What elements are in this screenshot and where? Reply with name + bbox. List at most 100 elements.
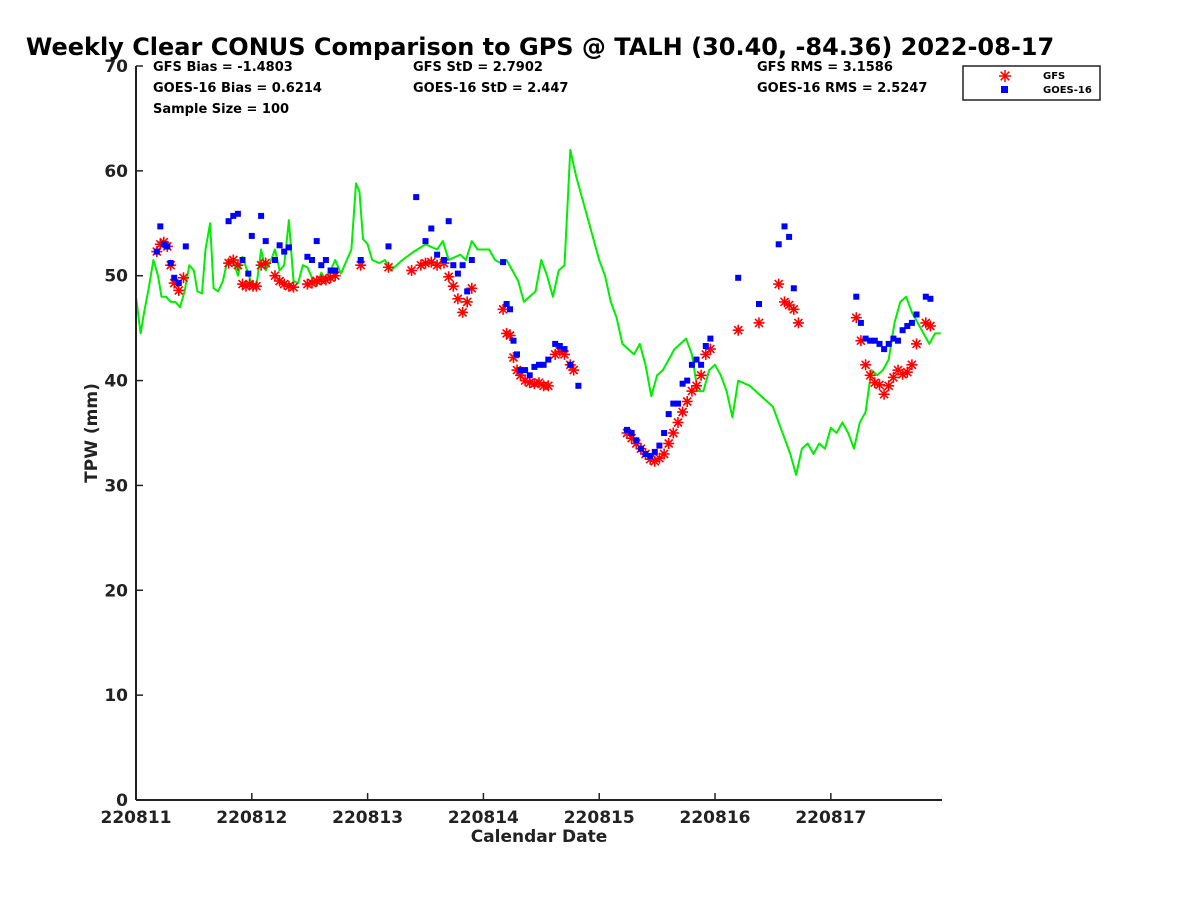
goes16-point (628, 430, 635, 436)
gfs-point (773, 278, 785, 290)
goes16-point (262, 238, 269, 245)
gfs-point (452, 293, 464, 305)
goes16-point (927, 295, 934, 302)
goes16-point (175, 280, 182, 287)
goes16-point (413, 194, 420, 201)
y-tick-label: 30 (104, 476, 128, 496)
gfs-point (732, 324, 744, 336)
x-tick-label: 220811 (101, 808, 172, 828)
x-axis-label: Calendar Date (471, 827, 608, 847)
goes16-point (304, 253, 311, 260)
goes16-point (899, 327, 906, 334)
goes16-point (647, 453, 654, 460)
goes16-point (258, 212, 265, 219)
goes16-point (160, 241, 167, 248)
x-tick-label: 220817 (795, 808, 866, 828)
plot-area (135, 148, 941, 476)
goes16-point (904, 323, 911, 329)
goes16-point (661, 430, 668, 436)
gfs-point (173, 284, 185, 296)
goes16-point (322, 257, 329, 263)
legend-gfs-marker (999, 70, 1011, 82)
legend: GFS GOES-16 (962, 65, 1101, 101)
goes16-point (670, 400, 677, 407)
goes16-point (922, 293, 929, 300)
goes16-point (164, 243, 171, 250)
goes16-point (153, 248, 160, 255)
y-tick-label: 0 (116, 791, 128, 811)
gfs-point (658, 448, 670, 460)
goes16-point (633, 437, 640, 444)
goes16-point (468, 257, 475, 263)
goes16-point (464, 288, 471, 295)
goes16-point (637, 445, 644, 452)
gfs-point (878, 388, 890, 400)
goes16-point (908, 319, 915, 326)
chart-title: Weekly Clear CONUS Comparison to GPS @ T… (26, 33, 1054, 61)
gfs-point (864, 369, 876, 381)
goes16-point (500, 259, 507, 266)
goes16-point (441, 257, 447, 263)
goes16-point (313, 238, 320, 245)
goes16-point (234, 210, 241, 217)
goes16-point (422, 238, 429, 245)
goes16-point (642, 451, 649, 457)
goes16-point (561, 346, 568, 353)
goes16-point (434, 251, 441, 258)
goes16-point (790, 285, 797, 292)
goes16-point (913, 311, 920, 318)
stat-goes-rms: GOES-16 RMS = 2.5247 (757, 81, 927, 96)
y-tick-label: 60 (104, 162, 128, 182)
axes: 0 10 20 30 40 50 60 70 220811 220812 220813 220814… (82, 57, 942, 847)
gfs-point (887, 371, 899, 383)
gfs-point (695, 369, 707, 381)
goes16-point (698, 361, 705, 368)
goes16-point (675, 400, 681, 407)
gfs-point (860, 359, 872, 371)
x-tick-label: 220813 (332, 808, 403, 828)
gfs-point (691, 380, 702, 392)
gfs-point (883, 380, 895, 392)
goes16-point (357, 257, 364, 263)
goes16-point (167, 260, 174, 267)
x-tick-label: 220814 (448, 808, 519, 828)
goes16-point (775, 241, 782, 248)
gfs-point (568, 364, 580, 376)
goes16-point (385, 243, 392, 250)
y-tick-label: 40 (104, 372, 128, 392)
goes16-point (552, 340, 559, 347)
goes16-point (575, 382, 582, 389)
goes16-point (182, 243, 189, 250)
y-axis-ticks: 0 10 20 30 40 50 60 70 (104, 57, 143, 811)
goes16-point (276, 242, 283, 249)
goes16-point (693, 356, 700, 363)
gfs-point (901, 366, 913, 378)
goes16-point (171, 274, 178, 281)
goes16-point (545, 356, 552, 363)
gfs-point (663, 438, 675, 449)
goes16-point (526, 372, 533, 379)
goes16-series-layer (153, 194, 934, 460)
goes16-point (309, 257, 315, 263)
y-axis-label: TPW (mm) (82, 383, 102, 483)
goes16-point (281, 248, 288, 255)
x-tick-label: 220812 (216, 808, 287, 828)
gfs-point (704, 343, 716, 355)
gfs-point (542, 380, 554, 392)
gfs-point (677, 406, 689, 418)
y-tick-label: 70 (104, 57, 128, 77)
x-axis-ticks: 220811 220812 220813 220814 220815 220816 2208… (101, 793, 866, 828)
gfs-point (288, 281, 299, 293)
goes16-point (556, 343, 563, 349)
goes16-point (510, 337, 517, 344)
goes16-point (867, 337, 874, 344)
goes16-point (895, 337, 901, 344)
goes16-point (876, 340, 883, 347)
gfs-point (250, 280, 262, 292)
goes16-point (239, 257, 246, 263)
stats-panel: GFS Bias = -1.4803 GOES-16 Bias = 0.6214… (153, 60, 927, 117)
gfs-point (447, 280, 459, 292)
stat-gfs-bias: GFS Bias = -1.4803 (153, 60, 293, 75)
gfs-point (681, 396, 693, 407)
goes16-point (507, 306, 513, 313)
